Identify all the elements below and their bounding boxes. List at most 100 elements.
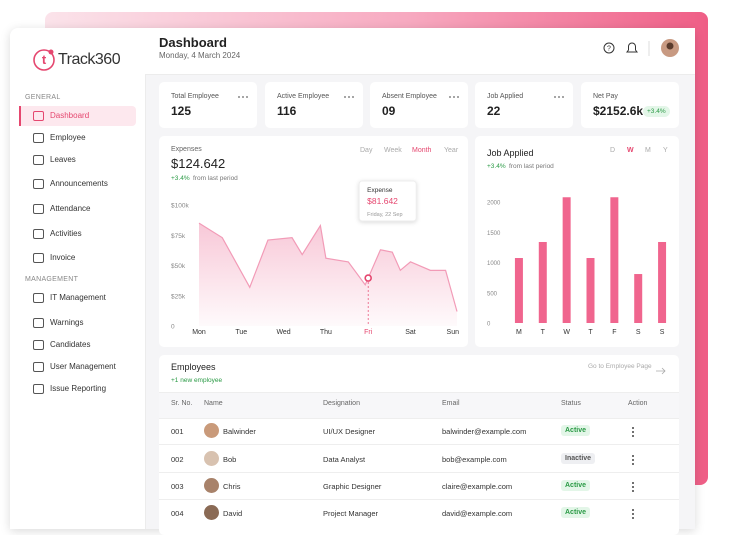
more-menu[interactable]: [237, 91, 249, 98]
nav-icon: [33, 229, 44, 239]
x-tick-label: Thu: [320, 329, 332, 336]
row-action[interactable]: [631, 453, 635, 465]
column-header: Name: [204, 400, 223, 407]
stat-card: [265, 82, 363, 128]
nav-icon: [33, 111, 44, 121]
column-header: Sr. No.: [171, 400, 193, 407]
period-tab[interactable]: Y: [663, 147, 668, 154]
period-tab[interactable]: W: [627, 147, 634, 154]
nav-item[interactable]: IT Management: [50, 293, 106, 302]
period-tab[interactable]: M: [645, 147, 651, 154]
table-title: Employees: [171, 362, 216, 372]
nav-item[interactable]: Announcements: [50, 179, 108, 188]
bar: [562, 197, 571, 323]
active-bar: [19, 106, 21, 126]
table-cell: bob@example.com: [442, 455, 507, 464]
link-arrow[interactable]: [656, 362, 666, 375]
more-menu[interactable]: [553, 91, 565, 98]
nav-item[interactable]: Attendance: [50, 204, 91, 213]
more-menu[interactable]: [448, 91, 460, 98]
period-tab[interactable]: Week: [384, 147, 402, 154]
nav-item[interactable]: User Management: [50, 362, 116, 371]
section-title: MANAGEMENT: [25, 276, 79, 283]
stat-label: Net Pay: [593, 93, 618, 100]
table-cell: Bob: [223, 455, 237, 464]
bar: [586, 258, 595, 323]
tooltip-value: $81.642: [367, 196, 398, 206]
nav-icon: [33, 133, 44, 143]
stat-badge: +3.4%: [643, 106, 670, 117]
bar: [634, 274, 643, 323]
table-cell: 002: [171, 455, 184, 464]
nav-item[interactable]: Issue Reporting: [50, 384, 107, 393]
period-tab[interactable]: Day: [360, 147, 373, 154]
bar: [538, 241, 547, 323]
y-tick-label: 2000: [487, 201, 501, 207]
table-cell: Balwinder: [223, 427, 256, 436]
avatar: [204, 423, 219, 438]
row-divider: [159, 472, 679, 473]
period-tab[interactable]: Year: [444, 147, 459, 154]
stat-value: 22: [487, 104, 501, 118]
nav-item[interactable]: Invoice: [50, 253, 76, 262]
period-tab[interactable]: Month: [412, 147, 432, 154]
y-tick-label: $100k: [171, 203, 189, 210]
table-cell: balwinder@example.com: [442, 427, 527, 436]
y-tick-label: 1500: [487, 231, 501, 237]
y-tick-label: 0: [487, 322, 491, 328]
nav-item[interactable]: Activities: [50, 229, 82, 238]
bell-icon[interactable]: [626, 42, 638, 53]
column-header: Email: [442, 400, 460, 407]
table-link[interactable]: Go to Employee Page: [588, 363, 652, 370]
section-title: GENERAL: [25, 94, 61, 101]
status-badge: Active: [561, 480, 591, 491]
nav-icon: [33, 384, 44, 394]
nav-item[interactable]: Candidates: [50, 340, 91, 349]
tooltip-dot: [364, 274, 372, 282]
nav-icon: [33, 318, 44, 328]
x-tick-label: Sun: [447, 329, 460, 336]
stat-value: 116: [277, 104, 297, 118]
logo-text: Track360: [58, 51, 121, 68]
x-tick-label: Wed: [276, 329, 290, 336]
chart-change-text: from last period: [509, 163, 554, 170]
column-header: Designation: [323, 400, 360, 407]
chart-title: Expenses: [171, 146, 202, 153]
help-icon[interactable]: [603, 42, 615, 54]
row-divider: [159, 444, 679, 445]
x-tick-label: Fri: [364, 329, 373, 336]
table-cell: claire@example.com: [442, 482, 513, 491]
nav-item[interactable]: Leaves: [50, 155, 76, 164]
status-badge: Inactive: [561, 453, 596, 464]
status-badge: Active: [561, 507, 591, 518]
bar: [658, 241, 667, 323]
nav-item[interactable]: Warnings: [50, 318, 84, 327]
row-action[interactable]: [631, 480, 635, 492]
period-tab[interactable]: D: [610, 147, 616, 154]
nav-icon: [33, 340, 44, 350]
nav-item[interactable]: Dashboard: [50, 111, 90, 120]
row-action[interactable]: [631, 425, 635, 437]
active-highlight: [19, 106, 136, 126]
stat-label: Total Employee: [171, 93, 219, 100]
table-card: [159, 355, 679, 535]
chart-change: +3.4%: [487, 163, 506, 170]
nav-icon: [33, 155, 44, 165]
stat-label: Job Applied: [487, 93, 524, 100]
area-line: [198, 222, 458, 312]
nav-item[interactable]: Employee: [50, 133, 86, 142]
table-header-row: [159, 392, 679, 419]
avatar: [204, 451, 219, 466]
row-action[interactable]: [631, 507, 635, 519]
tooltip-box: [358, 180, 417, 222]
y-tick-label: $25k: [171, 293, 186, 300]
x-tick-label: S: [636, 329, 641, 336]
stat-card: [475, 82, 573, 128]
more-menu[interactable]: [343, 91, 355, 98]
stat-card: [159, 82, 257, 128]
nav-icon: [33, 362, 44, 372]
svg-text:?: ?: [607, 46, 611, 53]
table-cell: 003: [171, 482, 184, 491]
x-tick-label: T: [541, 329, 546, 336]
